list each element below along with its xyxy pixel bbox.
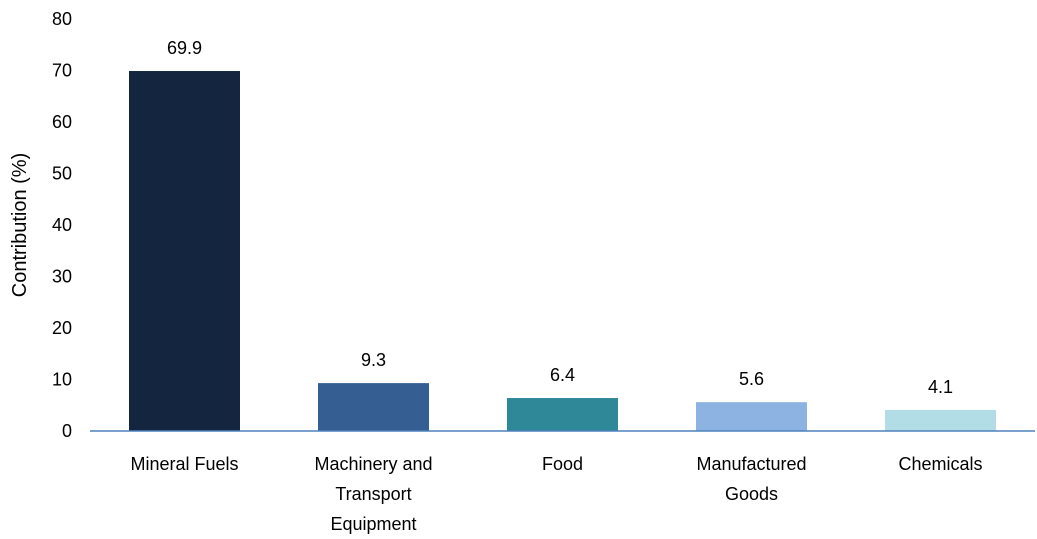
category-label: Manufactured [696, 454, 806, 474]
y-tick-label: 0 [62, 421, 72, 441]
y-tick-label: 30 [52, 267, 72, 287]
data-label: 69.9 [167, 38, 202, 58]
category-label: Machinery and [314, 454, 432, 474]
category-label: Equipment [330, 514, 416, 534]
y-tick-label: 50 [52, 164, 72, 184]
y-axis-ticks: 0 10 20 30 40 50 60 70 80 [52, 9, 72, 441]
bar [318, 383, 429, 431]
y-tick-label: 40 [52, 215, 72, 235]
y-tick-label: 80 [52, 9, 72, 29]
bar [885, 409, 996, 431]
bar [696, 402, 807, 431]
y-axis-title: Contribution (%) [9, 153, 31, 298]
y-tick-label: 60 [52, 112, 72, 132]
category-label: Goods [725, 484, 778, 504]
data-labels: 69.9 9.3 6.4 5.6 4.1 [167, 38, 953, 397]
category-label: Chemicals [898, 454, 982, 474]
category-label: Mineral Fuels [130, 454, 238, 474]
y-tick-label: 10 [52, 370, 72, 390]
y-tick-label: 20 [52, 318, 72, 338]
data-label: 4.1 [928, 377, 953, 397]
bar [129, 71, 240, 431]
category-label: Food [542, 454, 583, 474]
bars [129, 71, 996, 431]
category-label: Transport [335, 484, 411, 504]
bar [507, 398, 618, 431]
category-labels: Mineral Fuels Machinery and Transport Equip… [130, 454, 982, 534]
data-label: 5.6 [739, 369, 764, 389]
y-tick-label: 70 [52, 61, 72, 81]
data-label: 9.3 [361, 350, 386, 370]
data-label: 6.4 [550, 365, 575, 385]
